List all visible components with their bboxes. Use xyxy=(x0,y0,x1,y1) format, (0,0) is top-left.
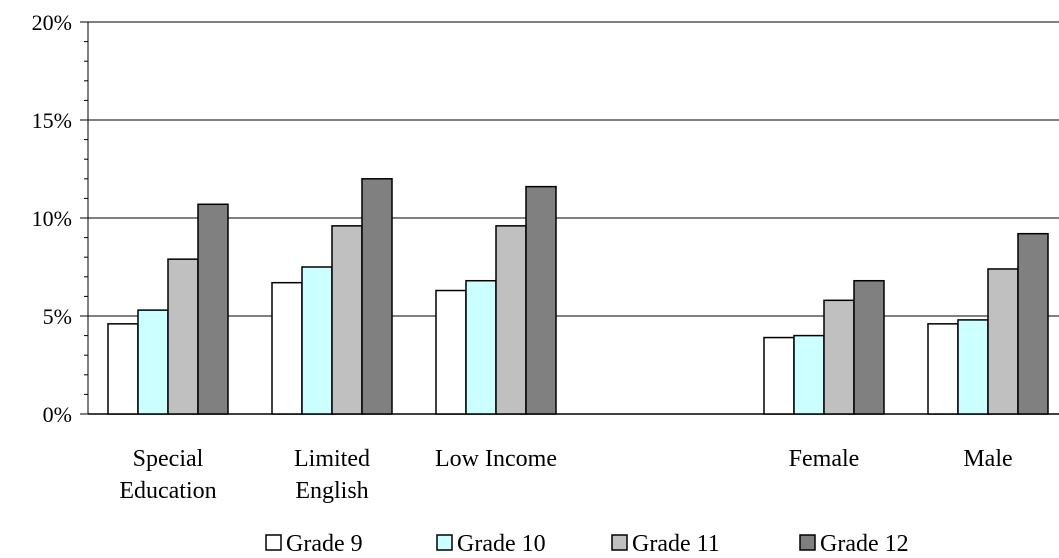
category-label-line: English xyxy=(295,478,368,504)
legend-swatch xyxy=(799,534,816,551)
category-label-line: Female xyxy=(789,446,860,472)
category-label-line: Education xyxy=(119,478,216,504)
bar-grade-11 xyxy=(823,299,855,415)
legend-label: Grade 9 xyxy=(286,531,363,557)
axes: 0% 5% 10% 15% 20% xyxy=(32,10,1059,427)
category-label-line: Male xyxy=(963,446,1012,472)
category-label: Limited English xyxy=(294,446,370,504)
category-label: Male xyxy=(963,446,1012,472)
bar-grade-10 xyxy=(301,266,333,415)
bar-grade-12 xyxy=(853,279,885,415)
y-tick-label: 20% xyxy=(32,10,72,35)
bar-grade-9 xyxy=(927,323,959,415)
category-label: Special Education xyxy=(119,446,216,504)
bar-grade-9 xyxy=(271,281,303,415)
category-label: Low Income xyxy=(435,446,557,472)
legend-label: Grade 12 xyxy=(820,531,909,557)
bar-grade-10 xyxy=(957,319,989,415)
bar-grade-11 xyxy=(167,258,199,415)
legend-swatch xyxy=(436,534,453,551)
bar-grade-12 xyxy=(197,203,229,415)
y-tick-label: 10% xyxy=(32,206,72,231)
bar-grade-12 xyxy=(361,178,393,415)
y-tick-label: 5% xyxy=(43,304,72,329)
legend-label: Grade 11 xyxy=(632,531,720,557)
bar-grade-12 xyxy=(1017,232,1049,415)
category-label-line: Limited xyxy=(294,446,370,472)
bar-grade-11 xyxy=(331,225,363,415)
bar-grade-11 xyxy=(987,268,1019,415)
category-labels: Special Education Limited English Low Income… xyxy=(119,446,1012,504)
bar-grade-9 xyxy=(435,289,467,415)
bar-grade-9 xyxy=(107,323,139,415)
bar-grade-10 xyxy=(793,334,825,415)
legend-swatch xyxy=(265,534,282,551)
category-label-line: Low Income xyxy=(435,446,557,472)
y-tick-label: 0% xyxy=(43,402,72,427)
y-tick-label: 15% xyxy=(32,108,72,133)
bar-grade-10 xyxy=(465,279,497,415)
bar-grade-12 xyxy=(525,185,557,415)
bar-grade-11 xyxy=(495,225,527,415)
legend: Grade 9 Grade 10 Grade 11 Grade 12 xyxy=(265,531,909,557)
bar-grade-10 xyxy=(137,309,169,415)
legend-label: Grade 10 xyxy=(457,531,546,557)
bars xyxy=(107,178,1049,415)
bar-grade-9 xyxy=(763,336,795,415)
legend-swatch xyxy=(611,534,628,551)
category-label: Female xyxy=(789,446,860,472)
category-label-line: Special xyxy=(133,446,204,472)
gridlines xyxy=(88,21,1059,317)
